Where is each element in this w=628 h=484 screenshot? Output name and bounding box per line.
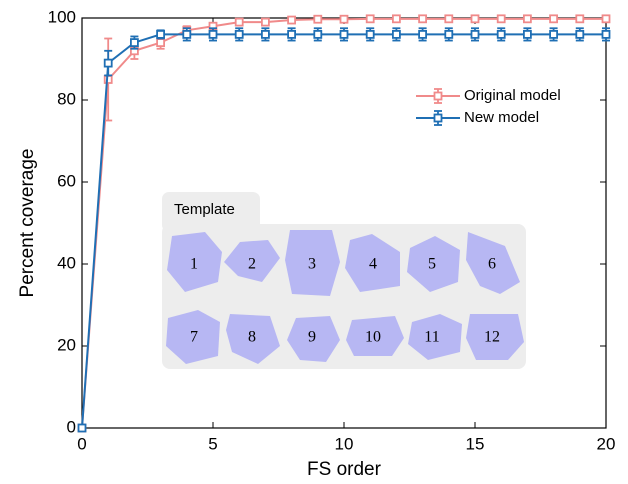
point — [210, 31, 217, 38]
point — [576, 15, 583, 22]
shape-label: 2 — [248, 256, 256, 273]
x-tick-label: 0 — [77, 434, 86, 453]
point — [183, 31, 190, 38]
x-tick-label: 5 — [208, 434, 217, 453]
point — [524, 31, 531, 38]
inset-title: Template — [174, 201, 235, 218]
point — [550, 31, 557, 38]
page: Percent coverage FS order Template 12345… — [0, 0, 628, 484]
shape-label: 8 — [248, 329, 256, 346]
shape-label: 5 — [428, 256, 436, 273]
point — [131, 39, 138, 46]
point — [550, 15, 557, 22]
point — [236, 31, 243, 38]
point — [393, 15, 400, 22]
x-tick-label: 10 — [335, 434, 354, 453]
point — [157, 39, 164, 46]
point — [288, 31, 295, 38]
shape-label: 3 — [308, 256, 316, 273]
shape-label: 12 — [484, 329, 500, 346]
y-tick-label: 0 — [67, 417, 76, 436]
point — [314, 16, 321, 23]
x-tick-label: 15 — [466, 434, 485, 453]
point — [341, 31, 348, 38]
shape-label: 7 — [190, 329, 198, 346]
point — [498, 15, 505, 22]
point — [498, 31, 505, 38]
shape-label: 1 — [190, 256, 198, 273]
legend-label: Original model — [464, 87, 561, 104]
point — [524, 15, 531, 22]
point — [445, 31, 452, 38]
chart: Percent coverage FS order Template 12345… — [0, 0, 628, 484]
point — [367, 15, 374, 22]
y-axis-title: Percent coverage — [17, 149, 38, 298]
point — [472, 15, 479, 22]
shape-label: 9 — [308, 329, 316, 346]
point — [603, 31, 610, 38]
x-tick-label: 20 — [597, 434, 616, 453]
point — [576, 31, 583, 38]
point — [472, 31, 479, 38]
point — [393, 31, 400, 38]
point — [445, 15, 452, 22]
point — [419, 15, 426, 22]
point — [288, 17, 295, 24]
point — [79, 425, 86, 432]
shape-label: 10 — [365, 329, 381, 346]
y-tick-label: 20 — [57, 335, 76, 354]
point — [603, 15, 610, 22]
y-tick-label: 60 — [57, 171, 76, 190]
x-axis-title: FS order — [307, 459, 382, 480]
point — [262, 19, 269, 26]
point — [341, 16, 348, 23]
point — [367, 31, 374, 38]
point — [419, 31, 426, 38]
inset: Template — [162, 192, 526, 369]
shape-label: 6 — [488, 256, 496, 273]
shape-label: 4 — [369, 256, 377, 273]
point — [105, 60, 112, 67]
legend-label: New model — [464, 109, 539, 126]
shape-label: 11 — [424, 329, 439, 346]
point — [262, 31, 269, 38]
legend-marker — [435, 115, 442, 122]
y-tick-label: 100 — [48, 7, 76, 26]
point — [157, 31, 164, 38]
legend-marker — [435, 93, 442, 100]
y-tick-label: 80 — [57, 89, 76, 108]
point — [236, 19, 243, 26]
point — [314, 31, 321, 38]
y-tick-label: 40 — [57, 253, 76, 272]
